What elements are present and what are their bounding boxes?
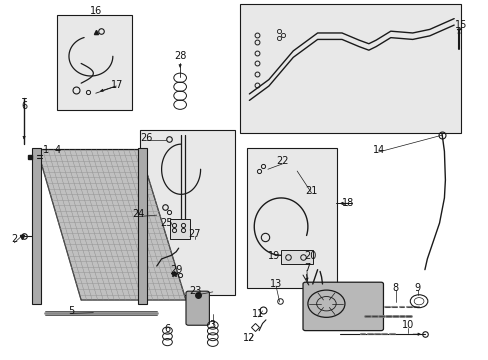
Text: 8: 8 <box>392 283 398 293</box>
Text: 22: 22 <box>276 156 288 166</box>
Text: 1: 1 <box>43 144 49 154</box>
Text: 15: 15 <box>454 20 467 30</box>
Text: 19: 19 <box>267 251 279 261</box>
Text: 6: 6 <box>164 324 170 334</box>
Bar <box>57 15 132 110</box>
Bar <box>239 4 461 134</box>
Text: 17: 17 <box>110 80 122 90</box>
Text: 5: 5 <box>68 306 74 316</box>
Text: 9: 9 <box>414 283 420 293</box>
Text: 6: 6 <box>21 102 27 112</box>
Text: 13: 13 <box>269 279 282 289</box>
Text: 16: 16 <box>89 6 102 16</box>
Text: 27: 27 <box>188 229 201 239</box>
Text: 24: 24 <box>132 209 144 219</box>
Text: 29: 29 <box>170 265 182 275</box>
Text: 10: 10 <box>401 320 413 330</box>
Text: 3: 3 <box>209 320 215 330</box>
Text: 2: 2 <box>11 234 18 244</box>
Text: 14: 14 <box>372 144 384 154</box>
Bar <box>170 220 189 239</box>
Text: 21: 21 <box>305 186 317 196</box>
Text: 25: 25 <box>160 218 172 228</box>
Bar <box>140 130 234 295</box>
Text: 4: 4 <box>54 144 60 154</box>
Text: 7: 7 <box>303 263 309 273</box>
FancyBboxPatch shape <box>185 291 209 325</box>
FancyBboxPatch shape <box>303 282 383 330</box>
Bar <box>32 148 41 304</box>
Text: 28: 28 <box>174 51 186 61</box>
Text: 23: 23 <box>189 286 202 296</box>
Bar <box>138 148 147 304</box>
Text: 12: 12 <box>243 333 255 343</box>
Polygon shape <box>37 149 185 300</box>
Text: 11: 11 <box>251 310 264 319</box>
Bar <box>246 148 336 288</box>
Text: 20: 20 <box>304 251 316 261</box>
Bar <box>281 250 312 264</box>
Text: 26: 26 <box>140 133 152 143</box>
Text: 18: 18 <box>341 198 353 208</box>
